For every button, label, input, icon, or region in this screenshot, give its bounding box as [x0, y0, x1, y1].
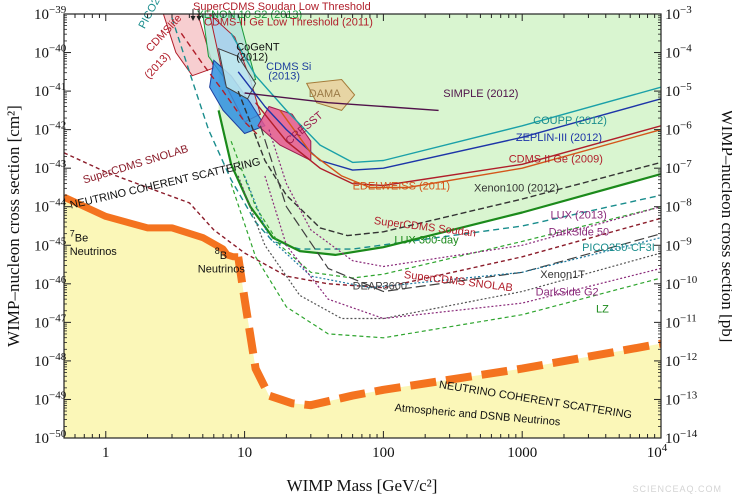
y-tick-label-right-5: 10−5 — [665, 81, 692, 100]
y-tick-label-left-45: 10−45 — [34, 235, 67, 254]
series-deap3600 — [259, 125, 661, 293]
plot-frame — [63, 13, 662, 439]
y-tick-label-right-3: 10−3 — [665, 4, 692, 23]
y-tick-label-right-6: 10−6 — [665, 120, 692, 139]
label-2013-9: (2013) — [268, 71, 300, 83]
label-dama-10: DAMA — [309, 88, 341, 100]
y-tick-label-left-49: 10−49 — [34, 389, 67, 408]
pointer-arrowhead-0 — [190, 16, 196, 21]
label-neutrinos-35: Neutrinos — [198, 263, 246, 275]
label-darkside-50-20: DarkSide 50 — [549, 227, 610, 239]
label-coupp-2012-13: COUPP (2012) — [533, 115, 607, 127]
label-lux-2013-19: LUX (2013) — [551, 209, 607, 221]
y-tick-label-right-13: 10−13 — [665, 389, 698, 408]
y-axis-title-left: WIMP–nucleon cross section [cm²] — [4, 105, 23, 347]
y-tick-label-left-44: 10−44 — [34, 197, 67, 216]
series-zeplin-iii-2012 — [237, 71, 661, 171]
label-cogent-6: CoGeNT — [236, 42, 280, 54]
label-neutrinos-33: Neutrinos — [70, 246, 118, 258]
y-tick-label-left-46: 10−46 — [34, 274, 67, 293]
label-be-32: 7Be — [70, 228, 88, 244]
series-pico250-cf3i — [244, 175, 661, 289]
y-tick-label-right-11: 10−11 — [665, 312, 697, 331]
label-cdms-ii-ge-2009-15: CDMS II Ge (2009) — [509, 153, 603, 165]
x-tick-label-1000: 1000 — [507, 445, 537, 461]
x-tick-label-10: 10 — [237, 445, 252, 461]
x-tick-label-1: 1 — [102, 445, 110, 461]
y-tick-label-left-42: 10−42 — [34, 120, 66, 139]
y-tick-label-right-7: 10−7 — [665, 158, 692, 177]
y-axis-title-right: WIMP–nucleon cross section [pb] — [718, 110, 732, 343]
neutrino-floor-fill — [64, 197, 661, 438]
series-lz — [230, 183, 661, 339]
label-cdms-ii-ge-low-threshold-2011-2: CDMS-II Ge Low Threshold (2011) — [204, 17, 373, 29]
y-tick-label-left-39: 10−39 — [34, 4, 67, 23]
label-lux-300-day-22: LUX 300-day — [394, 234, 459, 246]
y-tick-label-left-50: 10−50 — [34, 428, 67, 447]
series-pico250-c3f8 — [171, 17, 661, 250]
series-xenon100-2012 — [237, 90, 661, 237]
y-tick-label-right-9: 10−9 — [665, 235, 692, 254]
series-cdms-ii-ge-2009 — [255, 102, 661, 187]
y-tick-label-left-43: 10−43 — [34, 158, 67, 177]
axes: 1 10 100 1000 10410−3910−4010−4110−4210−4310… — [34, 4, 698, 461]
series-coupp-2012 — [230, 32, 661, 164]
x-axis-title: WIMP Mass [GeV/c²] — [287, 476, 438, 495]
y-tick-label-right-8: 10−8 — [665, 197, 692, 216]
label-edelweiss-2011-16: EDELWEISS (2011) — [353, 180, 450, 192]
series-neutrino-floor-solid — [64, 193, 239, 261]
region-dama — [305, 78, 356, 111]
series-lux-2013 — [217, 110, 661, 256]
label-xenon100-2012-17: Xenon100 (2012) — [474, 182, 559, 194]
y-tick-label-right-10: 10−10 — [665, 274, 698, 293]
excluded-region-fill — [218, 14, 661, 255]
x-tick-label-100: 100 — [372, 445, 395, 461]
y-tick-label-left-41: 10−41 — [34, 81, 66, 100]
pointer-arrowhead-1 — [196, 16, 202, 21]
label-pico250-cf3i-21: PICO250-CF3I — [582, 242, 655, 254]
series-supercdms-soudan — [180, 32, 261, 138]
y-tick-label-left-48: 10−48 — [34, 351, 67, 370]
series-neutrino-floor-dashed — [234, 256, 661, 410]
label-deap3600-24: DEAP3600 — [353, 281, 407, 293]
y-tick-label-right-4: 10−4 — [665, 43, 692, 62]
label-lz-27: LZ — [596, 304, 609, 316]
plot-area — [64, 14, 661, 438]
label-simple-2012-11: SIMPLE (2012) — [443, 88, 518, 100]
label-2012-7: (2012) — [236, 51, 268, 63]
series-supercdms-snolab — [64, 152, 661, 289]
label-b-34: 8B — [215, 246, 227, 262]
series-darkside-50 — [268, 129, 661, 268]
label-zeplin-iii-2012-14: ZEPLIN-III (2012) — [516, 132, 602, 144]
region-cogent — [217, 47, 257, 100]
y-tick-label-left-40: 10−40 — [34, 43, 67, 62]
label-darkside-g2-26: DarkSide G2 — [536, 286, 599, 298]
y-tick-label-left-47: 10−47 — [34, 312, 67, 331]
y-tick-label-right-12: 10−12 — [665, 351, 697, 370]
label-supercdms-soudan-low-threshold-0: SuperCDMS Soudan Low Threshold — [193, 1, 371, 13]
watermark: SCIENCEAQ.COM — [632, 484, 722, 494]
series-edelweiss-2011 — [279, 109, 661, 189]
series-simple-2012 — [244, 92, 439, 112]
label-xenon1t-25: Xenon1T — [540, 269, 585, 281]
y-tick-label-right-14: 10−14 — [665, 428, 698, 447]
series-darkside-g2 — [264, 175, 661, 320]
label-cdms-si-8: CDMS Si — [266, 61, 311, 73]
